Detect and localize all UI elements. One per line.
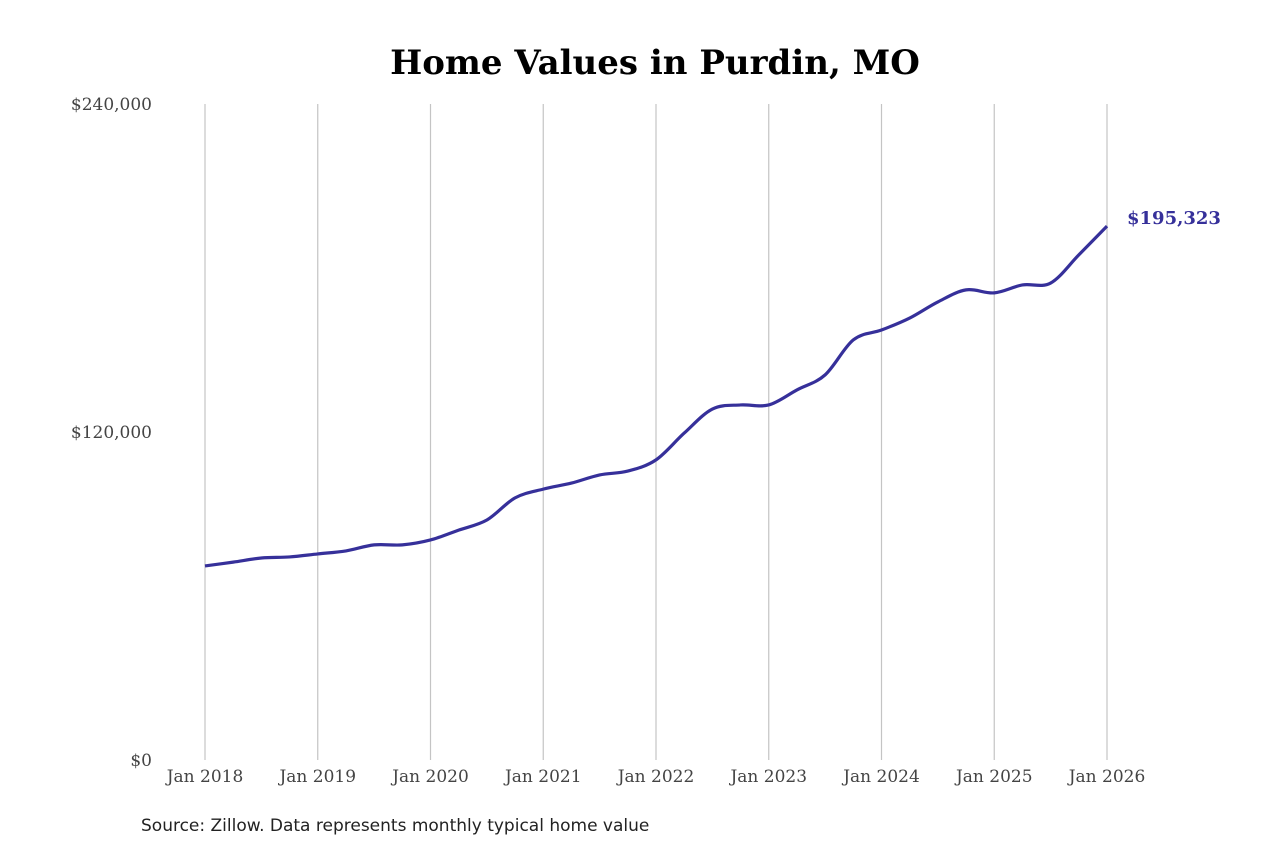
x-tick-label: Jan 2018 (165, 767, 244, 787)
x-tick-label: Jan 2021 (503, 767, 582, 787)
y-tick-label: $240,000 (71, 95, 152, 115)
x-tick-label: Jan 2026 (1067, 767, 1146, 787)
end-value-label: $195,323 (1127, 208, 1221, 229)
x-axis-ticks: Jan 2018 Jan 2019 Jan 2020 Jan 2021 Jan 2022… (165, 767, 1146, 787)
y-axis-ticks: $0 $120,000 $240,000 (71, 95, 152, 771)
x-tick-label: Jan 2020 (390, 767, 469, 787)
data-points (204, 226, 1108, 567)
x-tick-label: Jan 2022 (616, 767, 695, 787)
x-tick-label: Jan 2023 (728, 767, 807, 787)
x-tick-label: Jan 2024 (841, 767, 920, 787)
y-tick-label: $0 (130, 751, 152, 771)
gridlines (204, 104, 1108, 760)
x-tick-label: Jan 2025 (954, 767, 1033, 787)
x-tick-label: Jan 2019 (277, 767, 356, 787)
source-note: Source: Zillow. Data represents monthly … (141, 816, 650, 836)
y-tick-label: $120,000 (71, 423, 152, 443)
chart-title: Home Values in Purdin, MO (390, 43, 920, 83)
